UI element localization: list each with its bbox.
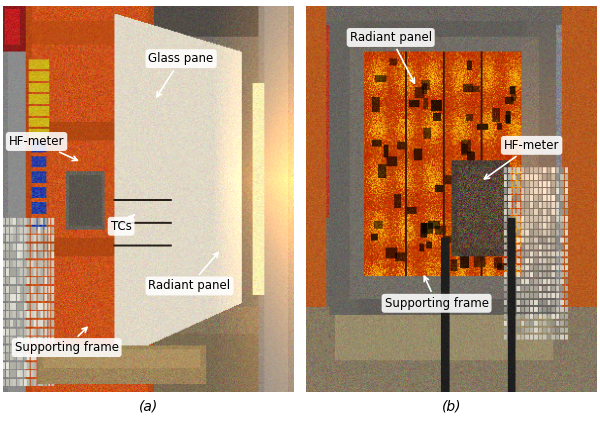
Text: TCs: TCs <box>110 215 134 233</box>
Text: Supporting frame: Supporting frame <box>385 276 488 310</box>
Text: (b): (b) <box>442 400 461 413</box>
Text: Radiant panel: Radiant panel <box>149 253 230 293</box>
Text: HF-meter: HF-meter <box>484 139 559 179</box>
Text: (a): (a) <box>139 400 158 413</box>
Text: Supporting frame: Supporting frame <box>14 328 119 354</box>
Text: Radiant panel: Radiant panel <box>350 31 432 83</box>
Text: Glass pane: Glass pane <box>149 52 214 97</box>
Text: HF-meter: HF-meter <box>9 135 77 160</box>
